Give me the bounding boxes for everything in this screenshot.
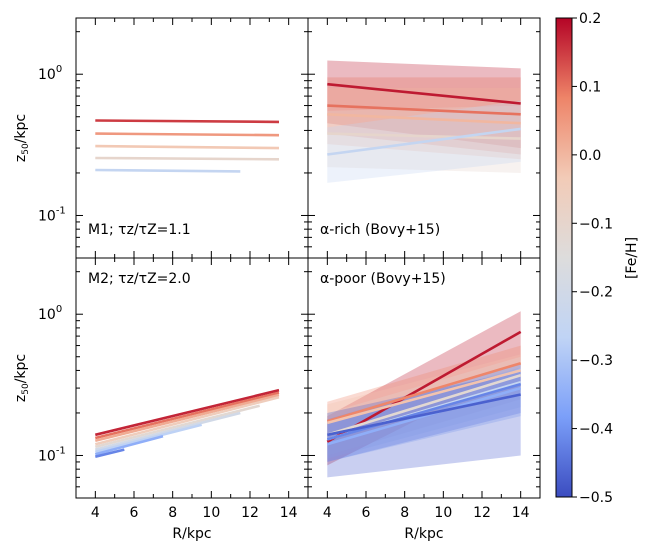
panel-m1: M1; τz/τZ=1.1	[75, 17, 309, 259]
m2-xtick-label-12: 12	[241, 505, 259, 521]
panel-m2-data	[94, 388, 280, 458]
panel-m1-line-3	[95, 156, 280, 161]
y-axis-label-bottom-tail: /kpc	[13, 354, 29, 383]
colorbar-tick-label-2: −0.3	[579, 353, 613, 369]
m2-xtick-label-6: 6	[130, 505, 139, 521]
panel-alpha-poor-line-5	[326, 386, 522, 446]
y-axis-label-bottom-main: z	[13, 395, 29, 402]
panel-m2-line-4	[94, 404, 261, 449]
y-axis-label-top-sub: 50	[21, 143, 31, 155]
panel-alpha-rich-data	[327, 60, 521, 183]
colorbar: −0.5 −0.4 −0.3 −0.2 −0.1 0.0 0.1 0.2 [Fe/H]	[555, 11, 640, 506]
m2-ytick-label-exp: 0	[56, 304, 62, 315]
panel-m2: M2; τz/τZ=2.0	[75, 257, 309, 499]
panel-m2-frame	[75, 257, 309, 499]
colorbar-tick-label-1: −0.4	[579, 422, 613, 438]
m2-xtick-label-8: 8	[168, 505, 177, 521]
m2-xtick-label-14: 14	[280, 505, 298, 521]
m2-ytick-label-1: 100	[38, 304, 62, 323]
panel-alpha-rich-band-0	[327, 60, 521, 149]
alpha-poor-xtick-label-4: 4	[323, 505, 332, 521]
m2-ytick-label-base: 10	[38, 307, 56, 323]
panel-alpha-poor-line-7	[327, 393, 521, 437]
panel-m2-line-8	[94, 448, 125, 458]
m2-ytick-label-0.1: 10-1	[38, 445, 66, 464]
colorbar-label: [Fe/H]	[624, 237, 640, 279]
x-tick-labels: 4 6 8 10 12 14 4 6 8 10 12 14	[91, 505, 530, 521]
panel-alpha-poor-label: α-poor (Bovy+15)	[320, 271, 446, 287]
panel-alpha-rich-line-2	[327, 113, 521, 125]
panel-alpha-rich-line-3	[327, 132, 521, 140]
colorbar-tick-label-6: 0.1	[579, 79, 601, 95]
panel-m1-line-1	[95, 132, 280, 137]
panel-alpha-poor-line-6	[326, 382, 522, 441]
m1-ytick-label-exp: -1	[56, 205, 66, 216]
colorbar-tick-label-4: −0.1	[579, 216, 613, 232]
alpha-poor-xtick-label-14: 14	[512, 505, 530, 521]
colorbar-tick-label-5: 0.0	[579, 148, 601, 164]
panel-m2-label: M2; τz/τZ=2.0	[88, 271, 191, 287]
colorbar-tick-label-0: −0.5	[579, 490, 613, 506]
panel-m2-line-5	[94, 411, 241, 451]
y-axis-label-top-text: z50/kpc	[13, 114, 31, 162]
y-axis-label-top-main: z	[13, 155, 29, 162]
alpha-poor-xtick-label-6: 6	[362, 505, 371, 521]
alpha-poor-xtick-label-12: 12	[473, 505, 491, 521]
panel-m2-line-3	[94, 396, 280, 446]
panel-m1-line-2	[95, 144, 280, 150]
m1-ytick-label-exp: 0	[56, 64, 62, 75]
panel-m1-data	[95, 119, 280, 173]
axis-ticks	[76, 18, 540, 499]
panel-alpha-rich-line-0	[327, 82, 521, 105]
y-axis-label-bottom-text: z50/kpc	[13, 354, 31, 402]
panel-alpha-poor-line-1	[326, 361, 522, 423]
panel-alpha-rich-band-3	[327, 105, 521, 173]
m2-xtick-label-4: 4	[91, 505, 100, 521]
panel-alpha-rich-label: α-rich (Bovy+15)	[320, 222, 440, 238]
x-axis-label-left: R/kpc	[172, 526, 211, 542]
panel-alpha-rich-line-1	[327, 104, 521, 116]
m1-ytick-label-1: 100	[38, 64, 62, 83]
m1-ytick-label-base: 10	[38, 208, 56, 224]
panel-alpha-poor: α-poor (Bovy+15)	[307, 257, 541, 499]
colorbar-tick-label-7: 0.2	[579, 11, 601, 27]
colorbar-gradient	[555, 17, 573, 498]
panel-m2-line-0	[94, 388, 280, 437]
panel-alpha-poor-line-3	[326, 373, 522, 437]
m1-ytick-label-0.1: 10-1	[38, 205, 66, 224]
panel-m1-label: M1; τz/τZ=1.1	[88, 222, 191, 238]
panel-m2-line-7	[94, 434, 164, 456]
m2-ytick-label-base: 10	[38, 448, 56, 464]
panel-alpha-rich-band-2	[327, 87, 521, 160]
m2-ytick-label-exp: -1	[56, 445, 66, 456]
y-axis-label-top: z50/kpc	[13, 114, 31, 162]
panel-m1-line-4	[95, 168, 241, 173]
alpha-poor-xtick-label-8: 8	[400, 505, 409, 521]
panel-alpha-rich-line-4	[327, 127, 521, 156]
m1-ytick-label-base: 10	[38, 67, 56, 83]
panel-alpha-poor-data	[326, 311, 522, 478]
alpha-poor-xtick-label-10: 10	[434, 505, 452, 521]
panel-m2-line-6	[94, 423, 203, 454]
panel-m2-line-2	[94, 393, 280, 443]
panel-alpha-rich: α-rich (Bovy+15)	[307, 17, 541, 259]
y-axis-label-top-tail: /kpc	[13, 114, 29, 143]
y-axis-label-bottom: z50/kpc	[13, 354, 31, 402]
panel-alpha-poor-line-0	[326, 330, 522, 443]
x-axis-label-right: R/kpc	[404, 526, 443, 542]
panel-m2-line-1	[94, 391, 280, 440]
panel-alpha-poor-line-2	[326, 369, 522, 425]
m2-xtick-label-10: 10	[202, 505, 220, 521]
y-axis-label-bottom-sub: 50	[21, 383, 31, 395]
colorbar-tick-label-3: −0.2	[579, 285, 613, 301]
panel-m1-line-0	[95, 119, 280, 124]
colorbar-ticks: −0.5 −0.4 −0.3 −0.2 −0.1 0.0 0.1 0.2	[572, 11, 613, 506]
